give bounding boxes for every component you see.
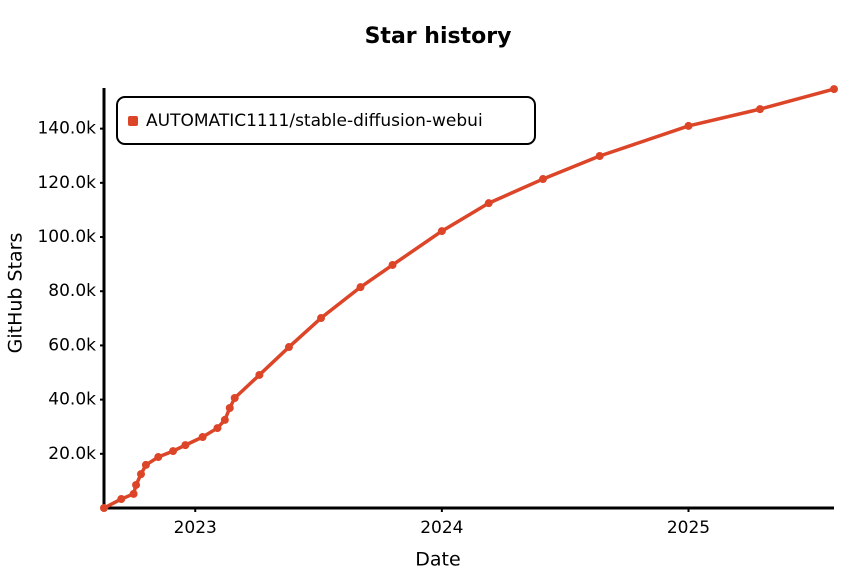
chart-title: Star history	[365, 24, 512, 49]
x-tick-label: 2025	[667, 518, 710, 538]
data-point	[830, 85, 838, 94]
y-axis-label: GitHub Stars	[5, 233, 27, 354]
y-tick-label: 100.0k	[37, 227, 96, 247]
data-point	[198, 433, 207, 442]
legend-swatch	[128, 116, 138, 126]
data-point	[538, 175, 547, 184]
data-point	[317, 314, 326, 323]
y-tick-label: 80.0k	[48, 281, 96, 301]
data-point	[181, 441, 190, 450]
data-point	[154, 453, 163, 462]
y-tick-label: 60.0k	[48, 335, 96, 355]
x-tick-label: 2024	[420, 518, 463, 538]
data-point	[213, 424, 222, 433]
series-line	[102, 87, 836, 510]
legend-box	[116, 96, 536, 145]
data-point	[129, 489, 138, 498]
data-point	[356, 283, 365, 292]
data-point	[484, 199, 493, 208]
data-point	[756, 105, 765, 114]
data-point	[225, 404, 234, 413]
data-point	[141, 460, 150, 469]
y-tick-label: 40.0k	[48, 390, 96, 410]
data-point	[437, 227, 446, 236]
y-tick-label: 120.0k	[37, 173, 96, 193]
data-point	[117, 495, 126, 504]
data-point	[220, 415, 229, 424]
data-point	[388, 260, 397, 269]
x-axis-label: Date	[415, 549, 460, 571]
x-tick-label: 2023	[174, 518, 217, 538]
data-point	[100, 504, 108, 512]
data-point	[169, 447, 178, 456]
y-tick-label: 140.0k	[37, 119, 96, 139]
data-point	[230, 393, 239, 402]
data-point	[132, 480, 141, 489]
data-point	[255, 370, 264, 379]
y-tick-label: 20.0k	[48, 444, 96, 464]
legend-label: AUTOMATIC1111/stable-diffusion-webui	[146, 111, 483, 131]
data-point	[136, 470, 145, 479]
data-point	[284, 343, 293, 352]
data-point	[684, 121, 693, 130]
data-point	[595, 152, 604, 161]
